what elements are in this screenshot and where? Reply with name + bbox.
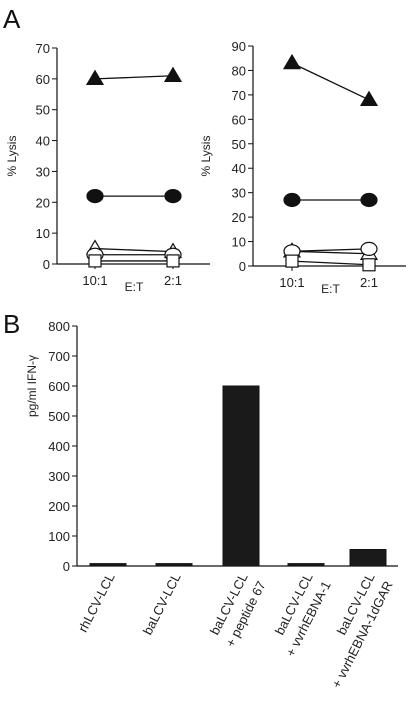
data-point	[85, 69, 105, 86]
y-tick-label: 500	[48, 409, 70, 424]
y-tick-label: 300	[48, 469, 70, 484]
data-point	[86, 189, 104, 204]
data-point	[360, 192, 378, 208]
y-tick-label: 400	[48, 439, 70, 454]
y-tick-label: 600	[48, 379, 70, 394]
y-axis-label: % Lysis	[5, 136, 19, 177]
x-axis-label: E:T	[321, 282, 340, 296]
x-tick-label: baLCV-LCL	[140, 571, 184, 638]
y-tick-label: 700	[48, 349, 70, 364]
bar	[222, 385, 260, 567]
x-tick-label: 10:1	[279, 275, 304, 290]
series-line	[291, 62, 370, 101]
y-tick-label: 60	[36, 72, 50, 87]
panel-label-b: B	[3, 309, 20, 339]
y-tick-label: 30	[36, 164, 50, 179]
y-tick-label: 60	[232, 112, 246, 127]
y-tick-label: 100	[48, 529, 70, 544]
y-tick-label: 20	[232, 210, 246, 225]
panel-label-a: A	[3, 4, 21, 34]
chart-lysis-left: 0 10 20 30 40 50 60 70 10:1 2:1 E:T % Lysis	[5, 41, 210, 294]
y-tick-label: 10	[36, 226, 50, 241]
series-line	[94, 75, 174, 80]
data-point	[360, 241, 378, 256]
data-point	[282, 53, 302, 70]
series-line	[94, 247, 174, 253]
y-tick-label: 800	[48, 319, 70, 334]
y-tick-label: 0	[63, 559, 70, 574]
y-tick-label: 40	[36, 134, 50, 149]
data-point	[88, 254, 102, 268]
y-tick-label: 20	[36, 195, 50, 210]
bar	[287, 563, 325, 567]
chart-lysis-right: 0 10 20 30 40 50 60 70 80 90 10:1 2:1 E:T % Lysis	[199, 39, 406, 296]
y-axis-label: pg/ml IFN-γ	[25, 355, 39, 417]
y-tick-label: 200	[48, 499, 70, 514]
y-tick-label: 70	[36, 41, 50, 56]
data-point	[285, 254, 299, 268]
y-tick-label: 50	[36, 103, 50, 118]
series-line	[291, 248, 370, 252]
x-tick-label: rhLCV-LCL	[75, 571, 118, 635]
y-tick-label: 70	[232, 88, 246, 103]
data-point	[283, 192, 301, 208]
y-tick-label: 0	[239, 259, 246, 274]
y-tick-label: 80	[232, 63, 246, 78]
data-point	[164, 189, 182, 204]
bar	[349, 549, 387, 567]
x-tick-label: 2:1	[164, 273, 182, 288]
bar	[89, 563, 127, 567]
x-tick-label: 10:1	[82, 273, 107, 288]
bar	[155, 563, 193, 567]
data-point	[163, 66, 183, 82]
series-line	[291, 260, 370, 266]
y-tick-label: 90	[232, 39, 246, 54]
data-point	[362, 258, 376, 272]
chart-ifn-gamma: 0 100 200 300 400 500 600 700 800 pg/ml IFN-γ rhLC…	[25, 319, 398, 691]
y-tick-label: 40	[232, 161, 246, 176]
y-tick-label: 50	[232, 137, 246, 152]
y-tick-label: 10	[232, 235, 246, 250]
x-tick-label: 2:1	[360, 275, 378, 290]
y-tick-label: 30	[232, 186, 246, 201]
data-point	[166, 254, 180, 268]
data-point	[359, 90, 379, 106]
x-axis-label: E:T	[125, 280, 144, 294]
y-axis-label: % Lysis	[199, 136, 213, 177]
series-line	[291, 250, 370, 255]
y-tick-label: 0	[43, 257, 50, 272]
